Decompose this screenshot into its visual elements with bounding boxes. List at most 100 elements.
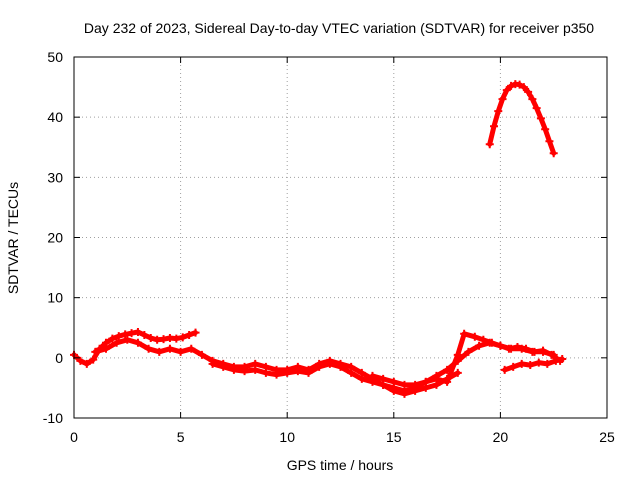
y-axis-label: SDTVAR / TECUs xyxy=(5,182,21,294)
data-point xyxy=(515,80,524,89)
x-tick-label: 25 xyxy=(599,429,615,445)
data-point xyxy=(91,347,100,356)
series-1 xyxy=(70,327,200,368)
x-tick-label: 0 xyxy=(70,429,78,445)
data-point xyxy=(368,371,377,380)
y-tick-label: 20 xyxy=(47,230,63,246)
data-point xyxy=(336,362,345,371)
data-point xyxy=(283,368,292,377)
data-point xyxy=(379,374,388,383)
data-point xyxy=(524,87,533,96)
data-point xyxy=(261,368,270,377)
data-point xyxy=(293,367,302,376)
data-point xyxy=(536,114,545,123)
data-point xyxy=(197,350,206,359)
data-point xyxy=(133,338,142,347)
y-tick-label: 40 xyxy=(47,109,63,125)
data-point xyxy=(178,333,187,342)
data-point xyxy=(543,359,552,368)
data-point xyxy=(558,355,567,364)
x-axis-label: GPS time / hours xyxy=(287,457,394,473)
data-point xyxy=(121,330,130,339)
data-point xyxy=(133,327,142,336)
data-point xyxy=(208,359,217,368)
data-point xyxy=(389,377,398,386)
data-point xyxy=(460,329,469,338)
data-point xyxy=(304,368,313,377)
data-point xyxy=(549,149,558,158)
data-point xyxy=(509,362,518,371)
data-point xyxy=(443,377,452,386)
chart-title: Day 232 of 2023, Sidereal Day-to-day VTE… xyxy=(84,20,594,36)
data-point xyxy=(76,356,85,365)
data-point xyxy=(432,374,441,383)
data-point xyxy=(165,344,174,353)
data-point xyxy=(155,347,164,356)
data-point xyxy=(532,104,541,113)
data-point xyxy=(108,334,117,343)
data-point xyxy=(519,83,528,92)
data-point xyxy=(357,374,366,383)
data-point xyxy=(500,365,509,374)
data-point xyxy=(176,347,185,356)
data-point xyxy=(453,350,462,359)
data-point xyxy=(272,370,281,379)
data-point xyxy=(453,368,462,377)
data-point xyxy=(389,386,398,395)
data-point xyxy=(485,140,494,149)
data-point xyxy=(82,359,91,368)
data-point xyxy=(411,380,420,389)
x-tick-label: 10 xyxy=(279,429,295,445)
data-point xyxy=(89,355,98,364)
grid xyxy=(74,57,607,418)
data-point xyxy=(315,362,324,371)
axis-ticks: 0 5 10 15 20 25 -10 0 10 20 30 40 50 xyxy=(43,49,615,445)
y-tick-label: 30 xyxy=(47,169,63,185)
data-point xyxy=(545,137,554,146)
x-tick-label: 5 xyxy=(177,429,185,445)
data-point xyxy=(513,343,522,352)
data-point xyxy=(325,359,334,368)
data-point xyxy=(191,328,200,337)
data-point xyxy=(470,332,479,341)
y-tick-label: 50 xyxy=(47,49,63,65)
data-point xyxy=(490,122,499,131)
data-point xyxy=(534,358,543,367)
x-tick-label: 20 xyxy=(493,429,509,445)
data-point xyxy=(144,344,153,353)
series-4 xyxy=(368,329,565,389)
y-tick-label: 10 xyxy=(47,290,63,306)
data-point xyxy=(496,341,505,350)
data-point xyxy=(464,347,473,356)
data-point xyxy=(123,335,132,344)
x-tick-label: 15 xyxy=(386,429,402,445)
data-point xyxy=(112,338,121,347)
data-point xyxy=(159,335,168,344)
series-5 xyxy=(500,355,567,374)
data-point xyxy=(504,344,513,353)
data-point xyxy=(101,344,110,353)
data-point xyxy=(528,95,537,104)
data-point xyxy=(539,346,548,355)
data-point xyxy=(219,362,228,371)
data-point xyxy=(526,361,535,370)
data-point xyxy=(127,329,136,338)
data-point xyxy=(240,367,249,376)
data-point xyxy=(140,330,149,339)
data-point xyxy=(502,86,511,95)
data-point xyxy=(494,107,503,116)
data-point xyxy=(475,341,484,350)
data-point xyxy=(551,356,560,365)
data-point xyxy=(421,377,430,386)
data-point xyxy=(400,389,409,398)
data-point xyxy=(187,344,196,353)
series-line xyxy=(487,81,557,156)
data-point xyxy=(517,359,526,368)
y-tick-label: -10 xyxy=(43,410,63,426)
data-point xyxy=(487,338,496,347)
data-point xyxy=(547,350,556,359)
data-point xyxy=(498,95,507,104)
series-6 xyxy=(485,80,558,158)
